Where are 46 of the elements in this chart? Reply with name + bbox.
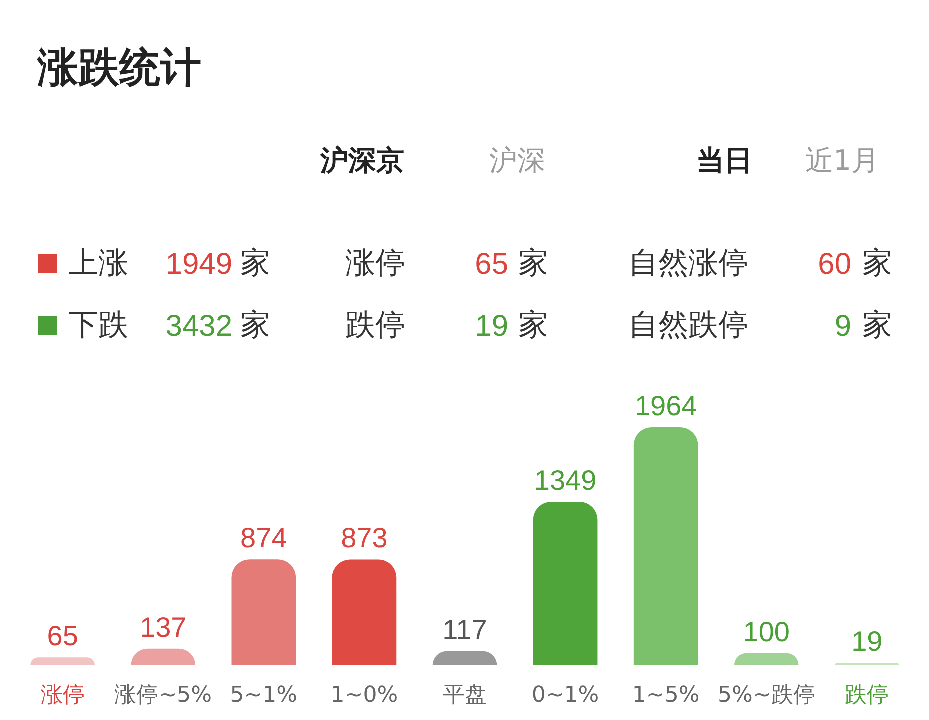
legend-label: 上涨 [68,246,128,281]
x-tick-label: 1~0% [330,683,398,708]
data-label: 65 [47,620,78,652]
data-label: 60 [818,248,852,281]
data-label: 1964 [634,390,698,422]
data-label: 19 [475,310,509,343]
data-label: 65 [475,248,509,281]
text: 沪深京 [320,144,404,177]
text: 家 [862,246,892,281]
text: 家 [518,308,548,343]
data-label: 117 [442,614,488,646]
data-label: 1949 [166,248,233,281]
text: 近1月 [806,144,880,177]
bar [30,658,96,666]
text: 家 [240,308,270,343]
text: 家 [862,308,892,343]
bar [332,560,397,666]
bar [232,560,296,666]
text: 跌停 [346,308,406,343]
text: 涨停 [346,246,406,281]
x-tick-label: 平盘 [443,683,487,708]
x-tick-label: 0~1% [532,683,600,708]
x-tick-label: 跌停 [845,683,890,708]
legend-label: 下跌 [68,308,128,343]
x-tick-label: 涨停~5% [114,683,212,708]
bar [533,502,598,666]
data-label: 137 [140,612,187,643]
x-tick-label: 1~5% [632,683,700,708]
data-label: 874 [240,522,288,554]
data-label: 19 [852,626,883,658]
data-label: 100 [743,616,790,648]
text: 自然跌停 [628,308,748,343]
text: 自然涨停 [628,246,748,281]
data-label: 9 [834,310,852,343]
data-label: 873 [341,522,388,554]
text: 涨跌统计 [36,44,202,92]
text: 当日 [696,144,752,177]
x-tick-label: 涨停 [40,683,85,708]
data-label: 3432 [166,310,233,343]
text: 家 [240,246,270,281]
bar [634,428,698,666]
x-tick-label: 5%~跌停 [718,683,816,708]
x-tick-label: 5~1% [230,683,298,708]
text: 沪深 [490,144,546,177]
data-label: 1349 [534,465,597,496]
text: 家 [518,246,548,281]
